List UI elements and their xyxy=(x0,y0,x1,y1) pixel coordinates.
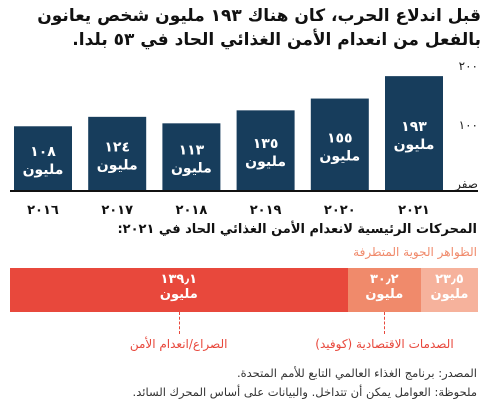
label-economic-shocks: الصدمات الاقتصادية (كوفيد) xyxy=(315,337,454,351)
bar xyxy=(162,123,221,190)
bar-value-label: ١٩٣ xyxy=(401,119,427,135)
y-tick-label: صفر xyxy=(454,177,478,192)
bar xyxy=(88,116,147,190)
bar-value-label: ١٣٥ xyxy=(253,136,279,152)
yearly-bar-chart: صفر ١٠٠ ٢٠٠ ١٠٨ مليون ٢٠١٦ ١٢٤ مليون ٢٠١٧ ١١٣ مليو… xyxy=(10,59,478,218)
segment-value-label: ١٣٩٫١ xyxy=(160,272,198,287)
bar-value-label: ١٢٤ xyxy=(104,139,130,155)
drivers-title: المحركات الرئيسية لانعدام الأمن الغذائي … xyxy=(117,222,477,237)
legend-extreme-weather: الظواهر الجوية المتطرفة xyxy=(353,245,477,259)
stacked-segment: ٢٣٫٥ مليون xyxy=(420,268,478,312)
x-tick-label: ٢٠١٨ xyxy=(176,203,208,218)
bar-value-label: ١٠٨ xyxy=(30,144,56,160)
bar-unit-label: مليون xyxy=(394,137,435,153)
source-note: المصدر: برنامج الغذاء العالمي التابع للأ… xyxy=(236,366,477,380)
segment-unit-label: مليون xyxy=(159,287,198,302)
bar-unit-label: مليون xyxy=(319,148,360,164)
y-tick-label: ١٠٠ xyxy=(459,118,478,132)
bar-value-label: ١١٣ xyxy=(179,143,205,159)
drivers-stacked-bar: ١٣٩٫١ مليون ٣٠٫٢ مليون ٢٣٫٥ مليون xyxy=(10,268,478,312)
title-line-1: قبل اندلاع الحرب، كان هناك ١٩٣ مليون شخص… xyxy=(37,6,481,26)
stacked-segment: ٣٠٫٢ مليون xyxy=(347,268,421,312)
bar xyxy=(310,98,369,190)
label-conflict: الصراع/انعدام الأمن xyxy=(129,337,228,351)
bar xyxy=(236,110,295,190)
data-note: ملحوظة: العوامل يمكن أن تتداخل. والبيانا… xyxy=(132,385,477,399)
stacked-segment: ١٣٩٫١ مليون xyxy=(10,268,348,312)
x-tick-label: ٢٠٢٠ xyxy=(324,203,356,218)
bar-unit-label: مليون xyxy=(23,162,64,178)
x-tick-label: ٢٠٢١ xyxy=(398,203,430,218)
bar-unit-label: مليون xyxy=(245,154,286,170)
leader-line-conflict xyxy=(178,312,180,334)
x-tick-label: ٢٠١٧ xyxy=(101,203,133,218)
segment-unit-label: مليون xyxy=(430,287,469,302)
y-tick-label: ٢٠٠ xyxy=(459,59,478,73)
bar-unit-label: مليون xyxy=(97,157,138,173)
x-tick-label: ٢٠١٦ xyxy=(27,203,59,218)
bar xyxy=(14,126,72,190)
title-line-2: بالفعل من انعدام الأمن الغذائي الحاد في … xyxy=(72,30,481,50)
bar-value-label: ١٥٥ xyxy=(327,130,353,146)
bar xyxy=(385,76,443,190)
x-tick-label: ٢٠١٩ xyxy=(250,203,282,218)
bar-unit-label: مليون xyxy=(171,161,212,177)
segment-unit-label: مليون xyxy=(365,287,404,302)
leader-line-economic xyxy=(384,312,386,334)
segment-value-label: ٣٠٫٢ xyxy=(369,272,399,287)
segment-value-label: ٢٣٫٥ xyxy=(435,272,464,287)
